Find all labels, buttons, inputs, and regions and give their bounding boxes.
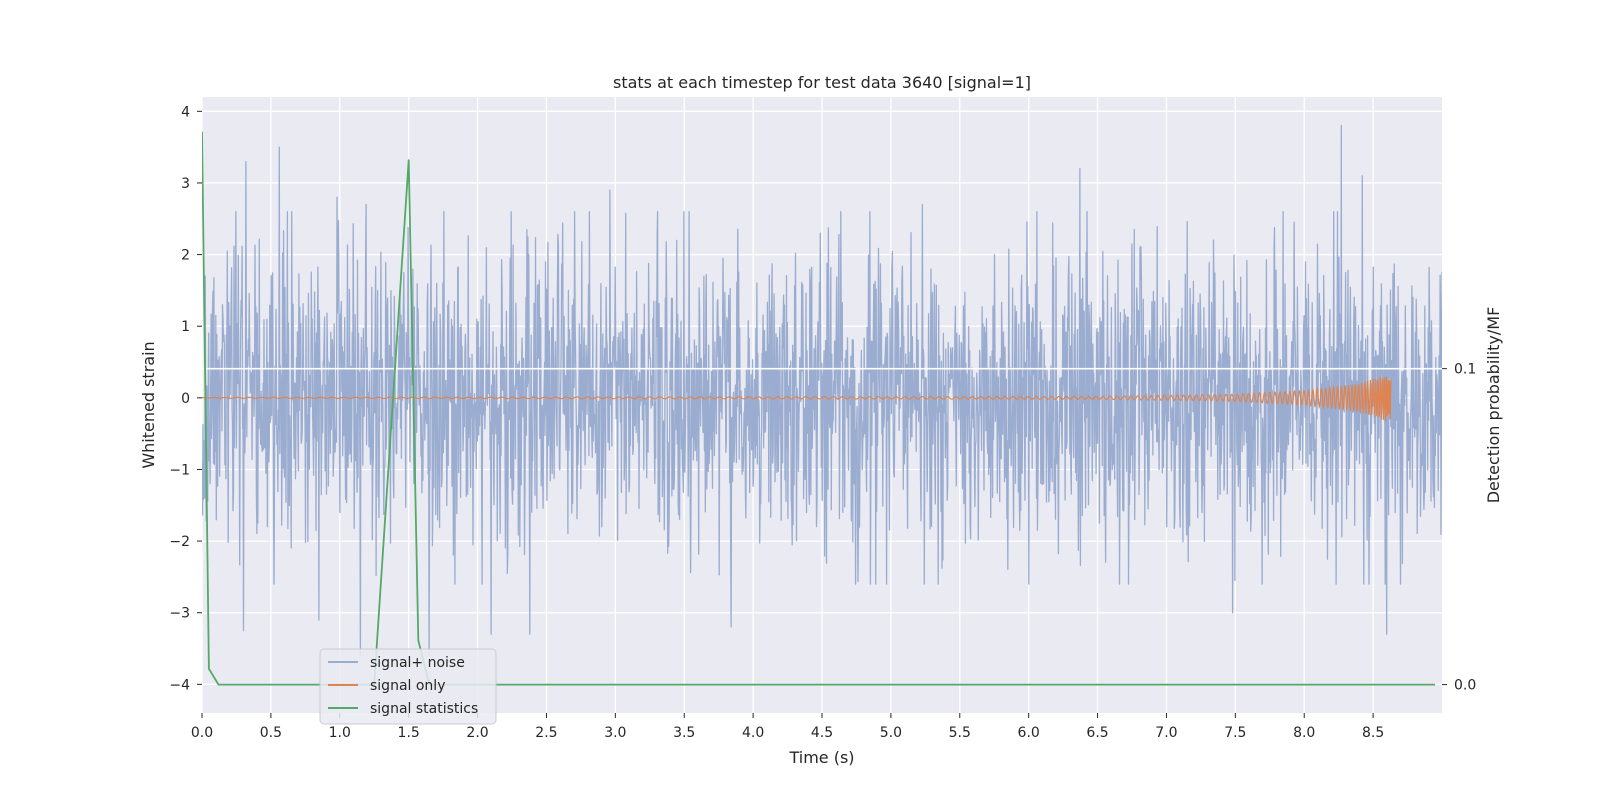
x-tick-label: 3.0: [604, 725, 626, 741]
y-tick-label: 4: [181, 104, 190, 120]
legend-entry-signal-only: signal only: [328, 678, 445, 694]
x-tick-label: 5.0: [880, 725, 902, 741]
x-tick-label: 4.5: [811, 725, 833, 741]
y-axis-label: Whitened strain: [139, 341, 158, 468]
x-tick-label: 8.0: [1293, 725, 1315, 741]
x-tick-label: 2.5: [535, 725, 557, 741]
y-tick-label: 1: [181, 319, 190, 335]
series-line-signal-only: [202, 376, 1392, 422]
x-tick-label: 0.0: [191, 725, 213, 741]
y-right-tick-label: 0.0: [1454, 678, 1476, 694]
x-tick-label: 1.0: [329, 725, 351, 741]
y-right-tick-label: 0.1: [1454, 362, 1476, 378]
y-tick-label: 2: [181, 248, 190, 264]
y-axis-right-label: Detection probability/MF: [1484, 307, 1503, 504]
x-tick-label: 8.5: [1362, 725, 1384, 741]
x-tick-label: 5.5: [949, 725, 971, 741]
axes: 0.0 0.5 1.0 1.5 2.0 2.5 3.0 3.5 4.0 4.5 5.0 5.5 6.0 6…: [169, 104, 1476, 741]
legend-label-signal-only: signal only: [370, 678, 445, 694]
x-tick-label: 6.0: [1018, 725, 1040, 741]
x-axis-label: Time (s): [788, 748, 854, 767]
y-tick-label: −2: [169, 534, 190, 550]
x-tick-label: 7.5: [1224, 725, 1246, 741]
x-tick-label: 1.5: [398, 725, 420, 741]
series-line-signal-noise: [202, 125, 1442, 657]
y-tick-label: −1: [169, 462, 190, 478]
y-tick-label: −4: [169, 677, 190, 693]
x-tick-label: 4.0: [742, 725, 764, 741]
legend-label-signal-noise: signal+ noise: [370, 655, 465, 671]
legend: signal+ noise signal only signal statist…: [319, 648, 497, 725]
x-tick-label: 6.5: [1086, 725, 1108, 741]
y-tick-label: −3: [169, 606, 190, 622]
legend-box: [319, 648, 497, 725]
x-tick-label: 2.0: [466, 725, 488, 741]
x-tick-label: 0.5: [260, 725, 282, 741]
chart-title: stats at each timestep for test data 364…: [613, 73, 1031, 92]
legend-entry-signal-statistics: signal statistics: [328, 701, 478, 717]
x-tick-label: 7.0: [1155, 725, 1177, 741]
x-tick-label: 3.5: [673, 725, 695, 741]
y-tick-label: 3: [181, 176, 190, 192]
y-tick-label: 0: [181, 391, 190, 407]
legend-label-signal-statistics: signal statistics: [370, 701, 478, 717]
legend-entry-signal-noise: signal+ noise: [328, 655, 465, 671]
